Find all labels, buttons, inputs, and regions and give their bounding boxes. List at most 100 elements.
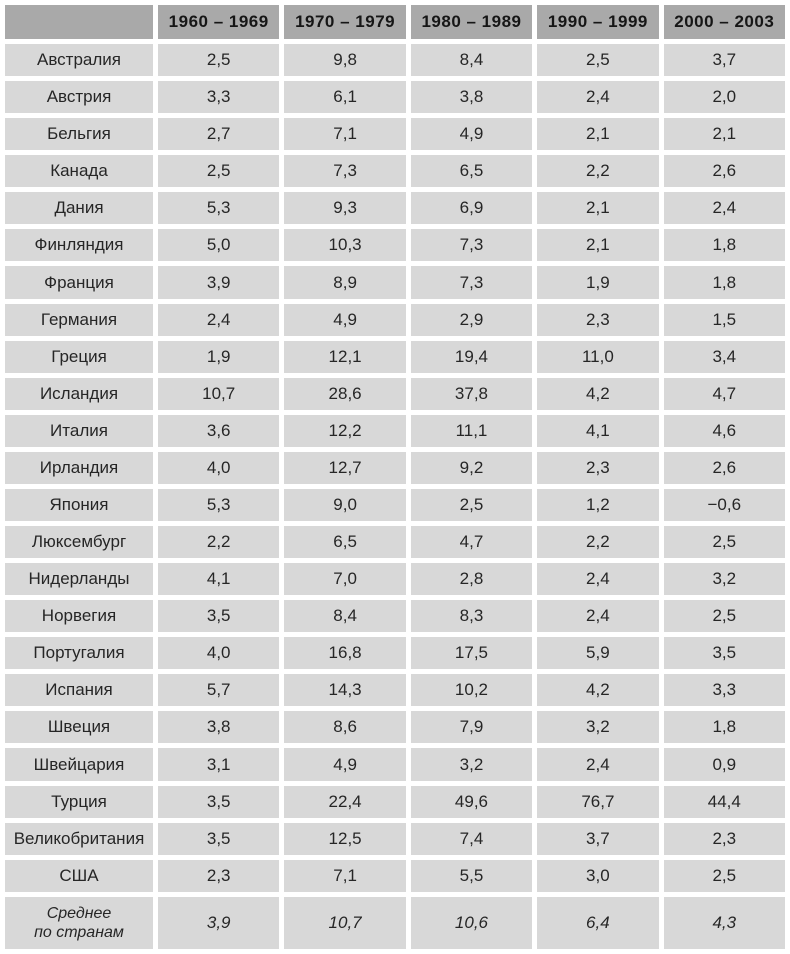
- table-row: Бельгия 2,7 7,1 4,9 2,1 2,1: [5, 118, 785, 151]
- value-cell: 7,4: [410, 822, 533, 855]
- value-cell: 5,3: [158, 488, 280, 522]
- value-cell: 4,7: [410, 526, 533, 559]
- value-cell: 5,3: [158, 192, 280, 225]
- table-row: Германия 2,4 4,9 2,9 2,3 1,5: [5, 303, 785, 336]
- value-cell: 6,1: [284, 81, 406, 114]
- table-row: США 2,3 7,1 5,5 3,0 2,5: [5, 859, 785, 892]
- value-cell: 3,1: [158, 748, 280, 781]
- country-name-cell: Греция: [5, 340, 153, 373]
- value-cell: 5,9: [537, 637, 659, 670]
- value-cell: 2,9: [410, 303, 533, 336]
- value-cell: 3,5: [158, 600, 280, 633]
- value-cell: 1,2: [537, 488, 659, 522]
- table-row: Финляндия 5,0 10,3 7,3 2,1 1,8: [5, 229, 785, 262]
- value-cell: 2,5: [663, 526, 785, 559]
- country-name-cell: Италия: [5, 414, 153, 447]
- value-cell: 7,3: [410, 229, 533, 262]
- value-cell: 2,3: [158, 859, 280, 892]
- value-cell: 4,0: [158, 637, 280, 670]
- value-cell: 2,4: [158, 303, 280, 336]
- value-cell: 4,2: [537, 674, 659, 707]
- country-name-cell: Нидерланды: [5, 563, 153, 596]
- value-cell: 5,7: [158, 674, 280, 707]
- table-row: Швеция 3,8 8,6 7,9 3,2 1,8: [5, 711, 785, 744]
- country-name-cell: Швейцария: [5, 748, 153, 781]
- country-name-cell: Испания: [5, 674, 153, 707]
- country-name-cell: Люксембург: [5, 526, 153, 559]
- value-cell: 2,5: [158, 155, 280, 188]
- value-cell: 2,6: [663, 451, 785, 484]
- average-label-cell: Среднее по странам: [5, 897, 153, 949]
- value-cell: 2,3: [663, 822, 785, 855]
- value-cell: 2,4: [537, 563, 659, 596]
- value-cell: 2,5: [537, 44, 659, 77]
- value-cell: 3,3: [663, 674, 785, 707]
- value-cell: 11,0: [537, 340, 659, 373]
- value-cell: 2,4: [537, 81, 659, 114]
- value-cell: 3,4: [663, 340, 785, 373]
- value-cell: 4,1: [537, 414, 659, 447]
- value-cell: 76,7: [537, 785, 659, 818]
- value-cell: 3,3: [158, 81, 280, 114]
- value-cell: 2,3: [537, 451, 659, 484]
- value-cell: 10,6: [410, 897, 533, 949]
- value-cell: 1,8: [663, 229, 785, 262]
- value-cell: 3,9: [158, 266, 280, 299]
- value-cell: 6,5: [284, 526, 406, 559]
- column-header: 1960 – 1969: [158, 5, 280, 39]
- value-cell: 2,2: [537, 155, 659, 188]
- table-row: Люксембург 2,2 6,5 4,7 2,2 2,5: [5, 526, 785, 559]
- table-row: Австрия 3,3 6,1 3,8 2,4 2,0: [5, 81, 785, 114]
- value-cell: 2,4: [537, 600, 659, 633]
- country-name-cell: Австралия: [5, 44, 153, 77]
- value-cell: 7,3: [284, 155, 406, 188]
- value-cell: 1,8: [663, 711, 785, 744]
- country-name-cell: Япония: [5, 488, 153, 522]
- country-name-cell: Исландия: [5, 377, 153, 410]
- column-header: 2000 – 2003: [663, 5, 785, 39]
- value-cell: 4,6: [663, 414, 785, 447]
- value-cell: 7,3: [410, 266, 533, 299]
- value-cell: 2,1: [663, 118, 785, 151]
- table-row: Великобритания 3,5 12,5 7,4 3,7 2,3: [5, 822, 785, 855]
- table-row: Нидерланды 4,1 7,0 2,8 2,4 3,2: [5, 563, 785, 596]
- value-cell: 7,1: [284, 118, 406, 151]
- value-cell: 22,4: [284, 785, 406, 818]
- country-name-cell: Швеция: [5, 711, 153, 744]
- table-row: Франция 3,9 8,9 7,3 1,9 1,8: [5, 266, 785, 299]
- value-cell: 2,5: [410, 488, 533, 522]
- country-name-cell: США: [5, 859, 153, 892]
- value-cell: 2,3: [537, 303, 659, 336]
- value-cell: 9,8: [284, 44, 406, 77]
- value-cell: 8,4: [284, 600, 406, 633]
- value-cell: 7,1: [284, 859, 406, 892]
- value-cell: 1,9: [537, 266, 659, 299]
- value-cell: 8,6: [284, 711, 406, 744]
- value-cell: 3,8: [158, 711, 280, 744]
- column-header: 1980 – 1989: [410, 5, 533, 39]
- country-name-cell: Португалия: [5, 637, 153, 670]
- value-cell: 6,4: [537, 897, 659, 949]
- value-cell: −0,6: [663, 488, 785, 522]
- value-cell: 44,4: [663, 785, 785, 818]
- value-cell: 2,0: [663, 81, 785, 114]
- country-name-cell: Бельгия: [5, 118, 153, 151]
- table-row: Дания 5,3 9,3 6,9 2,1 2,4: [5, 192, 785, 225]
- table-row: Канада 2,5 7,3 6,5 2,2 2,6: [5, 155, 785, 188]
- value-cell: 4,0: [158, 451, 280, 484]
- country-name-cell: Ирландия: [5, 451, 153, 484]
- table-row: Исландия 10,7 28,6 37,8 4,2 4,7: [5, 377, 785, 410]
- value-cell: 19,4: [410, 340, 533, 373]
- header-row: 1960 – 1969 1970 – 1979 1980 – 1989 1990 – …: [5, 5, 785, 39]
- value-cell: 3,8: [410, 81, 533, 114]
- value-cell: 1,5: [663, 303, 785, 336]
- value-cell: 10,7: [284, 897, 406, 949]
- value-cell: 12,7: [284, 451, 406, 484]
- table-row: Испания 5,7 14,3 10,2 4,2 3,3: [5, 674, 785, 707]
- value-cell: 4,2: [537, 377, 659, 410]
- value-cell: 3,7: [663, 44, 785, 77]
- average-row: Среднее по странам 3,9 10,7 10,6 6,4 4,3: [5, 897, 785, 949]
- value-cell: 3,2: [410, 748, 533, 781]
- value-cell: 1,9: [158, 340, 280, 373]
- table-row: Турция 3,5 22,4 49,6 76,7 44,4: [5, 785, 785, 818]
